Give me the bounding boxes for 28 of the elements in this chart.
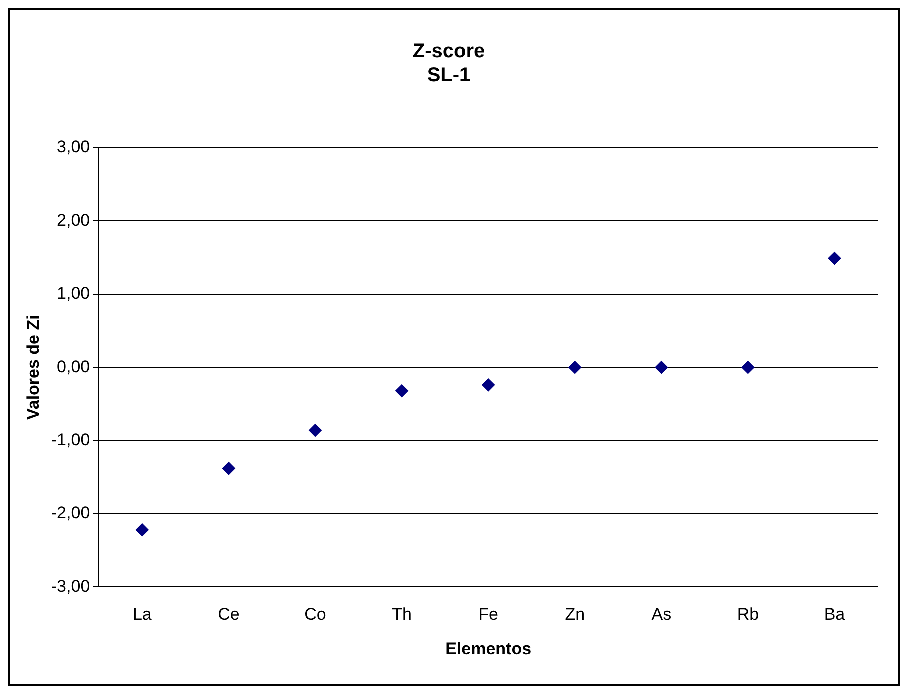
- point: [222, 462, 236, 476]
- x-tick-label: La: [132, 605, 152, 624]
- chart-title: Z-score SL-1: [412, 40, 486, 87]
- point: [308, 424, 322, 438]
- y-axis-title: Valores de Zi: [24, 315, 43, 420]
- x-tick-label: Fe: [478, 605, 498, 624]
- y-tick-label: -2,00: [51, 504, 90, 523]
- point: [828, 252, 842, 266]
- x-tick-label: Ce: [218, 605, 240, 624]
- x-tick-label: Rb: [737, 605, 760, 624]
- x-tick-label: Ba: [824, 605, 846, 624]
- x-tick-label: As: [652, 605, 672, 624]
- x-axis-title: Elementos: [446, 639, 532, 658]
- point: [396, 384, 409, 398]
- y-tick-label: 2,00: [57, 210, 90, 230]
- x-tick-label: Co: [304, 605, 326, 624]
- point: [742, 361, 755, 374]
- point: [655, 361, 668, 374]
- point: [568, 361, 582, 374]
- y-tick-label: -3,00: [51, 576, 90, 596]
- y-tick-label: 0,00: [57, 357, 90, 376]
- x-tick-label: Zn: [565, 605, 586, 624]
- point: [482, 378, 496, 392]
- point: [136, 524, 149, 537]
- y-tick-label: 1,00: [57, 284, 90, 304]
- y-tick-label: -1,00: [51, 430, 90, 450]
- x-tick-label: Th: [392, 605, 412, 624]
- y-tick-label: 3,00: [57, 138, 90, 157]
